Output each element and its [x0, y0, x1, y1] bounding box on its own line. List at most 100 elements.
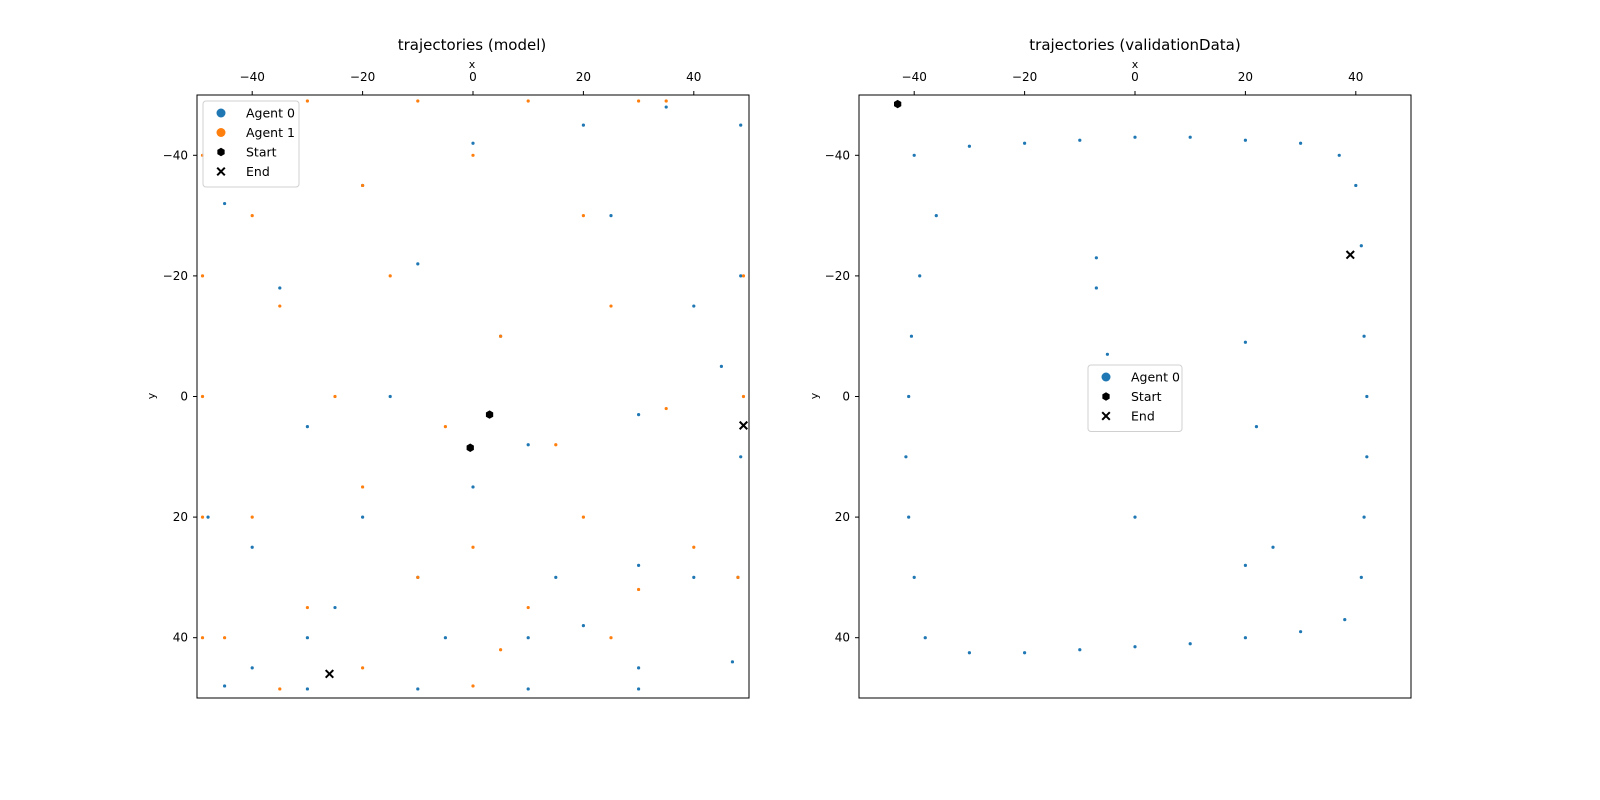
points-layer: [894, 99, 1369, 655]
y-tick-label: −20: [163, 269, 188, 283]
data-point: [692, 304, 696, 308]
end-marker: [1345, 250, 1355, 260]
data-point: [526, 605, 530, 610]
y-tick-label: 0: [842, 390, 850, 404]
legend: Agent 0 Start End: [1087, 364, 1183, 432]
data-point: [388, 274, 392, 278]
data-point: [250, 666, 254, 670]
y-tick-label: 20: [173, 510, 188, 524]
data-point: [200, 274, 205, 278]
data-point: [278, 304, 282, 308]
data-point: [692, 575, 696, 580]
data-point: [250, 545, 254, 549]
ticks-layer: −40 −20 0 20 40 −40 −20 0 20 40: [825, 70, 1364, 645]
start-marker: [466, 443, 474, 452]
data-point: [1243, 563, 1247, 567]
data-point: [739, 455, 743, 459]
data-point: [1078, 648, 1082, 652]
data-point: [912, 575, 916, 580]
data-point: [471, 545, 475, 549]
legend-label: Agent 0: [246, 106, 295, 121]
legend: Agent 0 Agent 1 Start End: [202, 100, 300, 188]
data-point: [305, 425, 309, 429]
data-point: [471, 141, 475, 145]
legend-marker: [1101, 411, 1111, 421]
data-point: [1343, 618, 1347, 622]
data-point: [1354, 183, 1358, 188]
data-point: [637, 687, 641, 691]
data-point: [223, 201, 227, 206]
data-point: [499, 648, 503, 652]
legend-frame: [202, 100, 300, 188]
data-point: [1299, 630, 1303, 634]
data-point: [443, 636, 447, 640]
legend-marker: [216, 166, 226, 177]
legend-marker: [216, 128, 226, 137]
data-point: [223, 684, 227, 688]
y-tick-label: 40: [173, 631, 188, 645]
data-point: [1023, 651, 1027, 655]
data-point: [305, 636, 309, 640]
data-point: [1243, 138, 1247, 142]
data-point: [664, 99, 668, 103]
plot-frame: [196, 94, 750, 699]
data-point: [388, 394, 392, 399]
data-point: [1254, 425, 1259, 429]
data-point: [1243, 340, 1247, 344]
series-agent-1: [200, 99, 746, 691]
chart-model: trajectories (model) x y −40 −20 0 20 40−40−…: [145, 36, 750, 699]
data-point: [739, 274, 743, 278]
legend-frame: [1087, 364, 1183, 432]
data-point: [416, 687, 420, 691]
data-point: [361, 515, 365, 519]
data-point: [250, 515, 254, 519]
data-point: [1243, 636, 1247, 640]
data-point: [581, 624, 586, 628]
data-point: [907, 515, 911, 519]
data-point: [305, 99, 309, 103]
data-point: [907, 394, 911, 399]
x-tick-label: 0: [469, 70, 477, 84]
data-point: [1094, 286, 1098, 290]
data-point: [200, 515, 205, 519]
legend-marker: [217, 147, 225, 157]
data-point: [730, 660, 735, 664]
data-point: [1133, 645, 1137, 649]
data-point: [912, 153, 916, 157]
data-point: [1023, 141, 1027, 145]
data-point: [609, 304, 613, 308]
start-marker: [894, 99, 902, 109]
data-point: [918, 274, 922, 278]
data-point: [1078, 138, 1082, 142]
data-point: [719, 364, 724, 368]
legend-label: Start: [246, 145, 277, 160]
data-point: [692, 545, 696, 549]
data-point: [967, 651, 972, 655]
x-tick-label: −20: [1012, 70, 1037, 84]
data-point: [1365, 394, 1369, 399]
legend-marker: [1102, 392, 1110, 401]
data-point: [443, 425, 447, 429]
chart-title: trajectories (model): [398, 36, 547, 54]
data-point: [1362, 515, 1366, 519]
x-tick-label: −20: [350, 70, 375, 84]
data-point: [499, 334, 503, 338]
data-point: [1094, 256, 1098, 260]
data-point: [1365, 455, 1369, 459]
data-point: [1359, 575, 1363, 580]
data-point: [278, 687, 282, 691]
data-point: [471, 684, 475, 688]
data-point: [554, 443, 558, 447]
data-point: [1188, 642, 1192, 646]
y-tick-label: 20: [835, 510, 850, 524]
data-point: [1271, 545, 1275, 549]
data-point: [637, 666, 641, 670]
x-axis-label: x: [1132, 58, 1139, 71]
data-point: [1105, 352, 1109, 356]
series-agent-0: [904, 135, 1369, 655]
data-point: [1188, 135, 1192, 139]
ticks-layer: −40 −20 0 20 40 −40 −20 0 20 40: [163, 70, 702, 645]
data-point: [923, 636, 927, 640]
y-tick-label: −20: [825, 269, 850, 283]
